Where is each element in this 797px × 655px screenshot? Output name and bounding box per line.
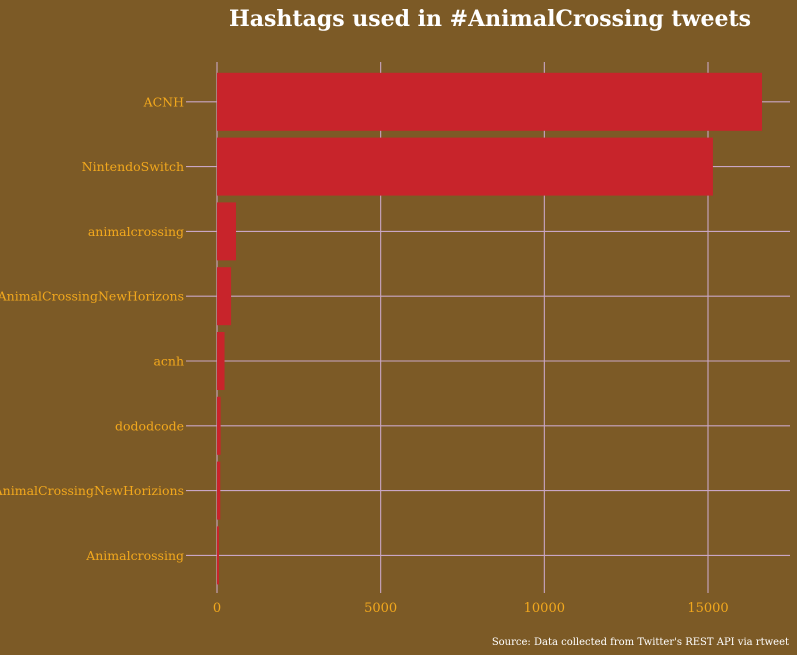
- bars: [217, 72, 763, 585]
- category-label-4: acnh: [153, 354, 184, 369]
- bar-1: [217, 137, 713, 196]
- category-label-1: NintendoSwitch: [82, 159, 184, 174]
- bar-4: [217, 332, 225, 390]
- category-label-3: AnimalCrossingNewHorizons: [0, 289, 184, 304]
- category-label-7: Animalcrossing: [85, 548, 184, 563]
- chart-title: Hashtags used in #AnimalCrossing tweets: [229, 6, 751, 32]
- category-label-0: ACNH: [143, 94, 185, 109]
- x-tick-label-0: 0: [213, 601, 221, 616]
- category-label-5: dododcode: [115, 418, 184, 433]
- x-tick-labels: 0 5000 10000 15000: [213, 601, 729, 616]
- bar-2: [217, 202, 236, 261]
- bar-5: [217, 396, 221, 455]
- chart-caption: Source: Data collected from Twitter's RE…: [492, 637, 789, 648]
- bar-6: [217, 461, 221, 520]
- bar-0: [217, 72, 763, 131]
- bar-3: [217, 267, 232, 326]
- category-labels: ACNH NintendoSwitch animalcrossing AnimalCr…: [0, 94, 184, 563]
- x-tick-label-3: 15000: [687, 601, 728, 616]
- x-tick-label-1: 5000: [364, 601, 397, 616]
- x-tick-label-2: 10000: [524, 601, 565, 616]
- category-label-6: AnimalCrossingNewHorizions: [0, 483, 184, 498]
- category-label-2: animalcrossing: [88, 224, 184, 239]
- bar-7: [217, 526, 219, 585]
